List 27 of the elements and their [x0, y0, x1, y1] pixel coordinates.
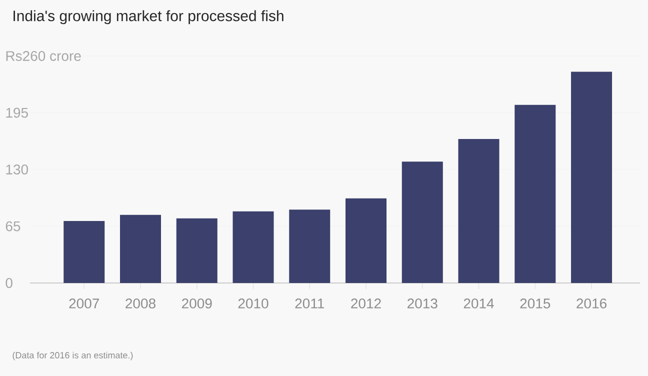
x-tick-label: 2008 [126, 298, 156, 308]
bar [346, 198, 387, 283]
y-tick-label: 195 [6, 108, 28, 118]
bar [232, 211, 274, 283]
x-tick-label: 2011 [295, 298, 324, 308]
bar [176, 218, 218, 283]
x-tick-label: 2010 [238, 298, 268, 308]
x-tick-label: 2013 [408, 298, 438, 308]
y-tick-label: 0 [6, 278, 12, 288]
text: (Data for 2016 is an estimate.) [12, 352, 133, 360]
x-tick-label: 2007 [69, 298, 99, 308]
x-tick-label: 2015 [520, 298, 550, 308]
chart-title: India's growing market for processed fish [14, 10, 284, 24]
bar [402, 162, 443, 283]
bar [64, 221, 105, 283]
y-tick-label: Rs260 crore [6, 51, 81, 61]
x-tick-label: 2009 [182, 298, 212, 308]
x-tick-label: 2014 [464, 298, 494, 308]
bar [571, 72, 612, 283]
bar [289, 210, 330, 283]
bar [458, 138, 500, 283]
x-tick-label: 2016 [576, 298, 606, 308]
bar [514, 104, 556, 283]
y-tick-label: 65 [6, 221, 20, 232]
bar [120, 214, 161, 283]
x-tick-label: 2012 [351, 298, 381, 308]
y-tick-label: 130 [6, 164, 28, 174]
